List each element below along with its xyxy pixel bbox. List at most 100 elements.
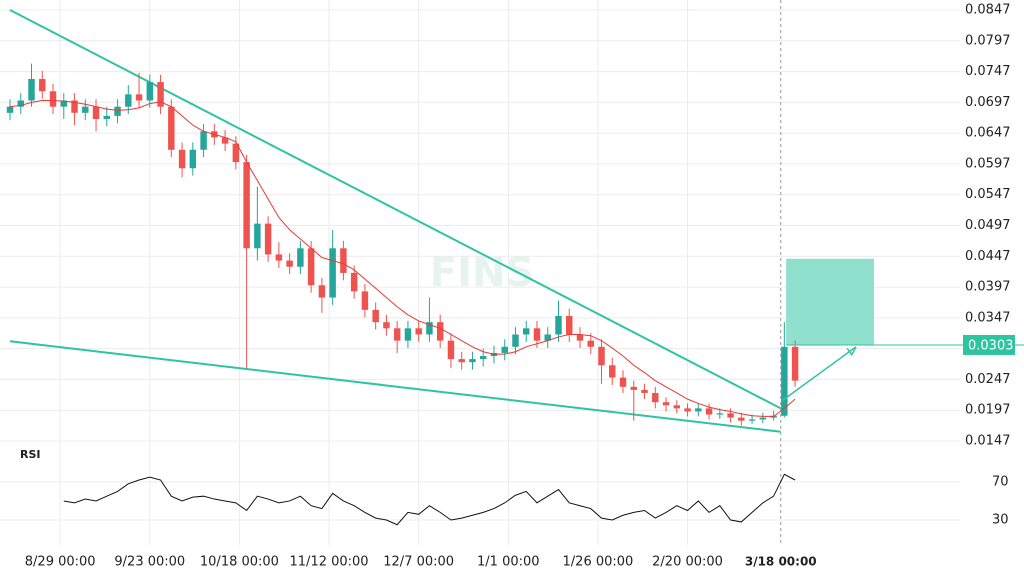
trend-line	[9, 340, 781, 433]
candle-body	[383, 322, 390, 329]
candle-body	[350, 272, 358, 292]
candle-body	[576, 334, 584, 341]
y-tick-label: 0.0747	[965, 64, 1011, 79]
x-tick-label: 8/29 00:00	[25, 555, 96, 570]
candle-body	[404, 328, 412, 341]
rsi-tick-label: 30	[992, 513, 1009, 528]
candle-body	[200, 131, 207, 150]
candle-body	[544, 334, 551, 341]
y-tick-label: 0.0547	[965, 187, 1011, 202]
candle-body	[39, 78, 46, 92]
candle-body	[92, 106, 100, 119]
candle-body	[791, 346, 799, 381]
candle-body	[684, 408, 691, 412]
candle-body	[415, 328, 422, 335]
candle-body	[243, 162, 250, 249]
candle-body	[275, 254, 283, 261]
candle-body	[458, 359, 465, 363]
x-tick-label: 9/23 00:00	[114, 555, 185, 570]
candle-body	[759, 417, 767, 420]
y-tick-label: 0.0397	[965, 280, 1011, 295]
candle-body	[297, 248, 304, 267]
candle-body	[630, 386, 637, 390]
x-tick-label: 12/7 00:00	[383, 555, 454, 570]
candle-body	[695, 408, 702, 412]
y-tick-label: 0.0147	[965, 434, 1011, 449]
x-tick-label: 3/18 00:00	[745, 555, 817, 569]
trend-line	[9, 9, 782, 410]
y-tick-label: 0.0797	[965, 33, 1011, 48]
candle-body	[114, 106, 121, 116]
rsi-tick-label: 70	[992, 474, 1009, 489]
candle-body	[748, 419, 756, 421]
candle-body	[705, 408, 713, 415]
candle-body	[619, 377, 627, 387]
candle-body	[641, 389, 648, 393]
candle-body	[318, 285, 326, 298]
candle-body	[49, 91, 57, 107]
x-tick-label: 2/20 00:00	[652, 555, 723, 570]
candle-body	[286, 260, 293, 267]
candle-body	[189, 149, 197, 169]
y-tick-label: 0.0347	[965, 310, 1011, 325]
candle-body	[28, 78, 35, 101]
y-tick-label: 0.0697	[965, 95, 1011, 110]
y-tick-label: 0.0647	[965, 126, 1011, 141]
candle-body	[221, 137, 229, 144]
x-tick-label: 10/18 00:00	[200, 555, 279, 570]
y-tick-label: 0.0447	[965, 249, 1011, 264]
y-tick-label: 0.0497	[965, 218, 1011, 233]
candle-body	[716, 413, 724, 415]
arrow	[782, 346, 857, 401]
x-tick-label: 1/26 00:00	[563, 555, 634, 570]
arrow-head	[846, 346, 857, 357]
candle-body	[523, 328, 530, 335]
candle-body	[555, 316, 562, 335]
candle-body	[727, 413, 734, 418]
candle-body	[662, 402, 670, 406]
y-tick-label: 0.0847	[965, 3, 1011, 18]
x-tick-label: 11/12 00:00	[290, 555, 369, 570]
candle-body	[146, 82, 154, 101]
candle-body	[738, 417, 745, 421]
candle-body	[673, 405, 681, 409]
candle-body	[447, 340, 455, 360]
candle-body	[393, 328, 401, 341]
candle-body	[157, 82, 164, 107]
price-label: 0.0303	[968, 338, 1014, 353]
candle-body	[232, 143, 240, 163]
candle-body	[178, 149, 186, 169]
candle-body	[781, 346, 788, 416]
candle-body	[609, 365, 616, 378]
candle-body	[469, 359, 476, 363]
candle-body	[426, 322, 433, 335]
price-badge	[963, 334, 1015, 355]
candle-body	[372, 309, 379, 323]
candle-body	[479, 356, 487, 360]
y-tick-label: 0.0197	[965, 403, 1011, 418]
candle-body	[501, 346, 508, 353]
candle-body	[264, 223, 272, 255]
candle-body	[82, 106, 89, 113]
candle-body	[533, 328, 541, 341]
candle-body	[652, 392, 659, 403]
candle-body	[60, 100, 67, 107]
rsi-label: RSI	[20, 448, 41, 461]
target-box	[786, 258, 874, 345]
x-tick-label: 1/1 00:00	[477, 555, 540, 570]
candle-body	[6, 106, 14, 113]
candle-body	[512, 334, 519, 347]
candle-body	[135, 94, 143, 101]
candle-body	[254, 223, 261, 249]
candle-body	[329, 248, 336, 298]
candle-body	[598, 346, 605, 366]
candle-body	[587, 340, 594, 347]
y-tick-label: 0.0597	[965, 156, 1011, 171]
candle-body	[71, 100, 78, 113]
candle-body	[103, 115, 111, 119]
candle-body	[168, 106, 175, 150]
candle-body	[436, 322, 444, 341]
candle-body	[361, 291, 369, 310]
moving-average	[9, 100, 796, 417]
